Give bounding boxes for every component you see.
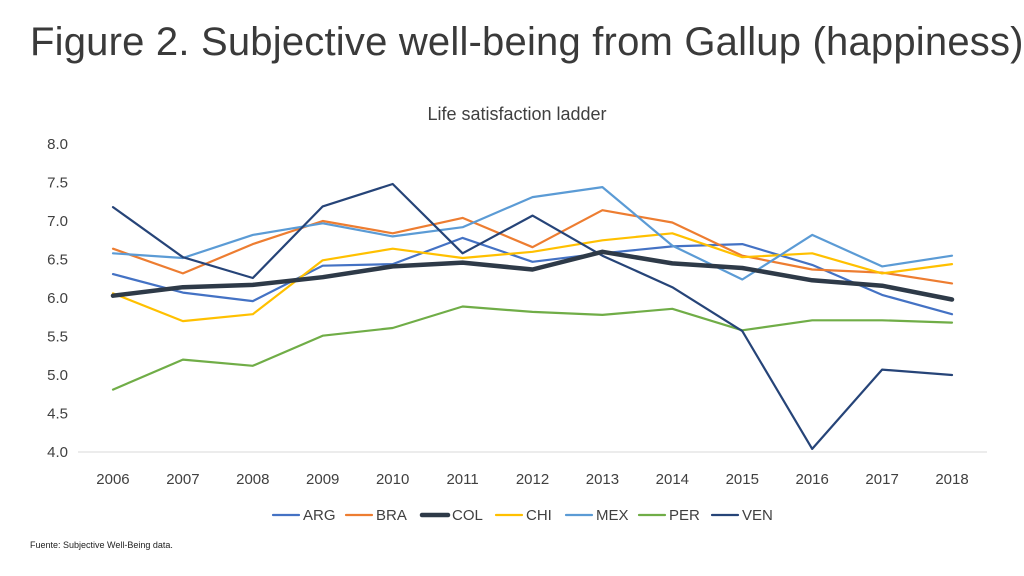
series-line-bra	[111, 209, 954, 285]
legend-item-mex: MEX	[564, 507, 629, 524]
x-tick-label: 2008	[236, 471, 269, 488]
y-axis: 4.0 4.5 5.0 5.5 6.0 6.5 7.0 7.5 8.0	[47, 136, 68, 461]
x-tick-label: 2011	[446, 471, 478, 488]
legend-item-arg: ARG	[271, 507, 336, 524]
x-tick-label: 2018	[935, 471, 968, 488]
legend-item-col: COL	[419, 507, 483, 524]
series-lines	[110, 182, 955, 450]
x-tick-label: 2006	[96, 471, 129, 488]
x-tick-label: 2016	[796, 471, 829, 488]
x-tick-label: 2012	[516, 471, 549, 488]
legend-label: VEN	[742, 507, 773, 524]
y-tick-label: 4.0	[47, 444, 68, 461]
y-tick-label: 4.5	[47, 406, 68, 423]
legend-label: CHI	[526, 507, 552, 524]
chart-title: Life satisfaction ladder	[427, 104, 606, 124]
y-tick-label: 5.0	[47, 367, 68, 384]
series-line-mex	[111, 186, 954, 281]
legend-label: COL	[452, 507, 483, 524]
legend-item-chi: CHI	[494, 507, 552, 524]
y-tick-label: 6.0	[47, 290, 68, 307]
legend-item-bra: BRA	[344, 507, 407, 524]
x-axis: 2006 2007 2008 2009 2010 2011 2012 2013 2014 2015…	[78, 451, 987, 488]
x-tick-label: 2014	[656, 471, 689, 488]
y-tick-label: 7.5	[47, 175, 68, 192]
legend-item-per: PER	[637, 507, 700, 524]
legend-label: MEX	[596, 507, 629, 524]
legend-label: BRA	[376, 507, 407, 524]
x-tick-label: 2013	[586, 471, 619, 488]
legend-label: PER	[669, 507, 700, 524]
legend: ARG BRA COL CHI MEX PER VEN	[271, 507, 773, 524]
slide-title: Figure 2. Subjective well-being from Gal…	[30, 20, 1024, 64]
y-tick-label: 5.5	[47, 329, 68, 346]
x-tick-label: 2007	[166, 471, 199, 488]
x-tick-label: 2010	[376, 471, 409, 488]
y-tick-label: 8.0	[47, 136, 68, 153]
y-tick-label: 7.0	[47, 213, 68, 230]
x-tick-label: 2015	[726, 471, 759, 488]
source-footnote: Fuente: Subjective Well-Being data.	[30, 540, 173, 550]
series-line-col	[110, 249, 955, 302]
y-tick-label: 6.5	[47, 252, 68, 269]
x-tick-label: 2009	[306, 471, 339, 488]
legend-label: ARG	[303, 507, 336, 524]
series-line-per	[111, 305, 954, 391]
x-tick-label: 2017	[865, 471, 898, 488]
legend-item-ven: VEN	[710, 507, 773, 524]
